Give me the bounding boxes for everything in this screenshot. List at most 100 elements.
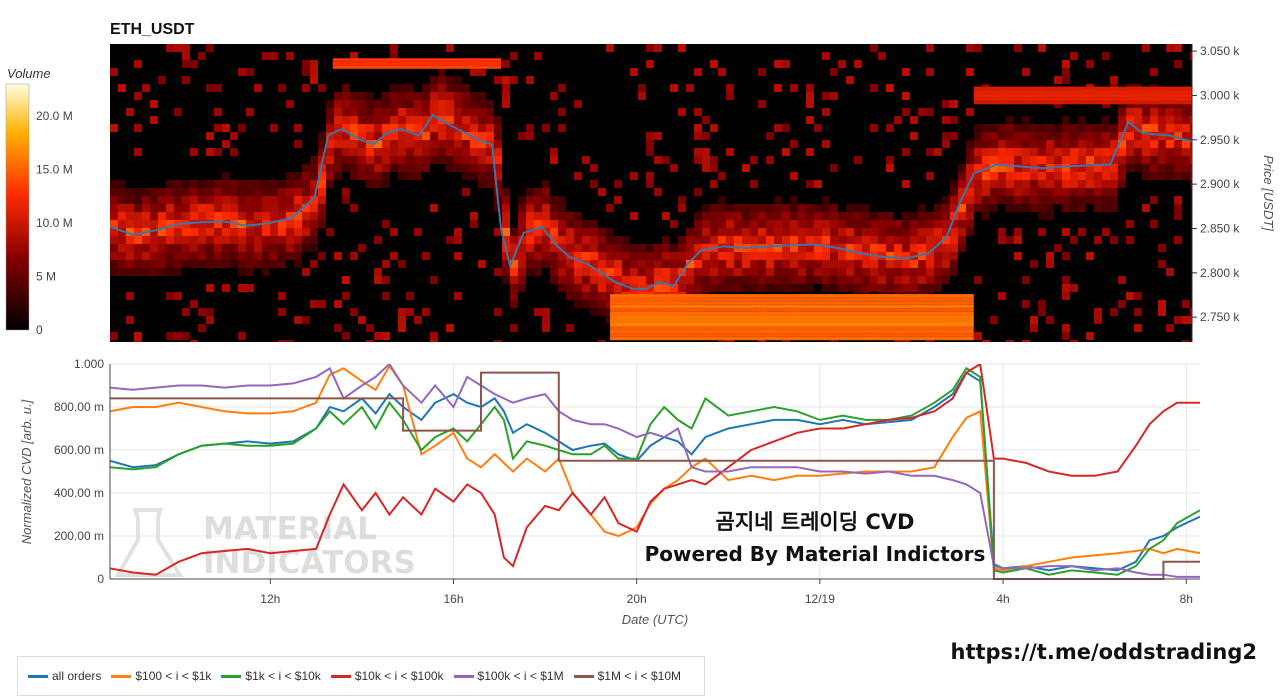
- heatmap-cell: [310, 228, 318, 236]
- heatmap-cell: [118, 220, 126, 228]
- heatmap-cell: [358, 100, 366, 108]
- heatmap-cell: [1078, 228, 1086, 236]
- heatmap-cell: [462, 100, 470, 108]
- heatmap-cell: [1046, 132, 1054, 140]
- heatmap-cell: [950, 180, 958, 188]
- heatmap-cell: [1150, 148, 1158, 156]
- heatmap-cell: [502, 204, 510, 212]
- heatmap-cell: [702, 228, 710, 236]
- heatmap-cell: [334, 100, 342, 108]
- heatmap-cell: [878, 220, 886, 228]
- legend-item[interactable]: $1M < i < $10M: [573, 669, 681, 683]
- heatmap-cell: [222, 188, 230, 196]
- heatmap-cell: [270, 244, 278, 252]
- heatmap-cell: [222, 180, 230, 188]
- heatmap-cell: [1118, 116, 1126, 124]
- heatmap-cell: [1078, 132, 1086, 140]
- heatmap-cell: [918, 236, 926, 244]
- heatmap-cell: [862, 276, 870, 284]
- heatmap-cell: [110, 228, 118, 236]
- heatmap-cell: [718, 220, 726, 228]
- heatmap-cell: [238, 244, 246, 252]
- heatmap-cell: [734, 212, 742, 220]
- heatmap-cell: [902, 212, 910, 220]
- heatmap-cell: [862, 252, 870, 260]
- heatmap-cell: [1166, 164, 1174, 172]
- heatmap-cell: [870, 44, 878, 52]
- heatmap-cell: [174, 180, 182, 188]
- heatmap-cell: [686, 276, 694, 284]
- heatmap-cell: [1150, 156, 1158, 164]
- heatmap-cell: [886, 252, 894, 260]
- heatmap-cell: [358, 156, 366, 164]
- heatmap-cell: [1078, 156, 1086, 164]
- heatmap-cell: [814, 212, 822, 220]
- heatmap-cell: [990, 172, 998, 180]
- heatmap-cell: [518, 252, 526, 260]
- heatmap-cell: [958, 236, 966, 244]
- heatmap-cell: [566, 268, 574, 276]
- heatmap-cell: [566, 324, 574, 332]
- heatmap-cell: [742, 276, 750, 284]
- heatmap-cell: [1158, 300, 1166, 308]
- heatmap-cell: [238, 180, 246, 188]
- heatmap-cell: [718, 172, 726, 180]
- legend-item[interactable]: $100 < i < $1k: [111, 669, 211, 683]
- heatmap-cell: [262, 196, 270, 204]
- heatmap-cell: [1070, 284, 1078, 292]
- heatmap-cell: [350, 92, 358, 100]
- heatmap-cell: [606, 292, 614, 300]
- colorbar-tick-label: 5 M: [36, 270, 56, 284]
- heatmap-cell: [310, 220, 318, 228]
- heatmap-cell: [350, 204, 358, 212]
- heatmap-cell: [542, 260, 550, 268]
- heatmap-cell: [1094, 316, 1102, 324]
- heatmap-cell: [750, 236, 758, 244]
- heatmap-cell: [286, 212, 294, 220]
- cvd-x-tick-label: 4h: [996, 592, 1009, 606]
- heatmap-cell: [734, 204, 742, 212]
- heatmap-cell: [430, 340, 438, 342]
- heatmap-cell: [646, 276, 654, 284]
- legend-item[interactable]: $100k < i < $1M: [453, 669, 564, 683]
- heatmap-cell: [742, 284, 750, 292]
- heatmap-cell: [1062, 284, 1070, 292]
- heatmap-cell: [294, 196, 302, 204]
- heatmap-cell: [1062, 180, 1070, 188]
- heatmap-cell: [302, 164, 310, 172]
- heatmap-cell: [534, 212, 542, 220]
- heatmap-cell: [190, 236, 198, 244]
- heatmap-cell: [174, 188, 182, 196]
- heatmap-cell: [862, 284, 870, 292]
- heatmap-cell: [182, 308, 190, 316]
- overlay-title: 곰지네 트레이딩 CVD: [716, 510, 915, 534]
- heatmap-cell: [598, 228, 606, 236]
- heatmap-cell: [302, 220, 310, 228]
- legend-item[interactable]: all orders: [28, 669, 101, 683]
- heatmap-cell: [590, 300, 598, 308]
- heatmap-cell: [942, 212, 950, 220]
- heatmap-cell: [998, 172, 1006, 180]
- heatmap-cell: [1174, 172, 1182, 180]
- heatmap-cell: [694, 108, 702, 116]
- heatmap-cell: [318, 180, 326, 188]
- heatmap-cell: [382, 260, 390, 268]
- cvd-y-axis-label: Normalized CVD [arb. u.]: [19, 399, 34, 544]
- heatmap-cell: [206, 188, 214, 196]
- heatmap-cell: [406, 132, 414, 140]
- heatmap-cell: [1182, 340, 1190, 342]
- heatmap-cell: [238, 68, 246, 76]
- heatmap-cell: [1054, 164, 1062, 172]
- cvd-series-line: [110, 366, 1200, 576]
- heatmap-cell: [822, 276, 830, 284]
- heatmap-cell: [350, 100, 358, 108]
- heatmap-cell: [158, 252, 166, 260]
- heatmap-cell: [758, 268, 766, 276]
- legend-item[interactable]: $10k < i < $100k: [330, 669, 444, 683]
- heatmap-cell: [870, 212, 878, 220]
- heatmap-cell: [206, 244, 214, 252]
- heatmap-cell: [966, 108, 974, 116]
- heatmap-wall: [610, 308, 974, 312]
- heatmap-cell: [454, 228, 462, 236]
- legend-item[interactable]: $1k < i < $10k: [221, 669, 321, 683]
